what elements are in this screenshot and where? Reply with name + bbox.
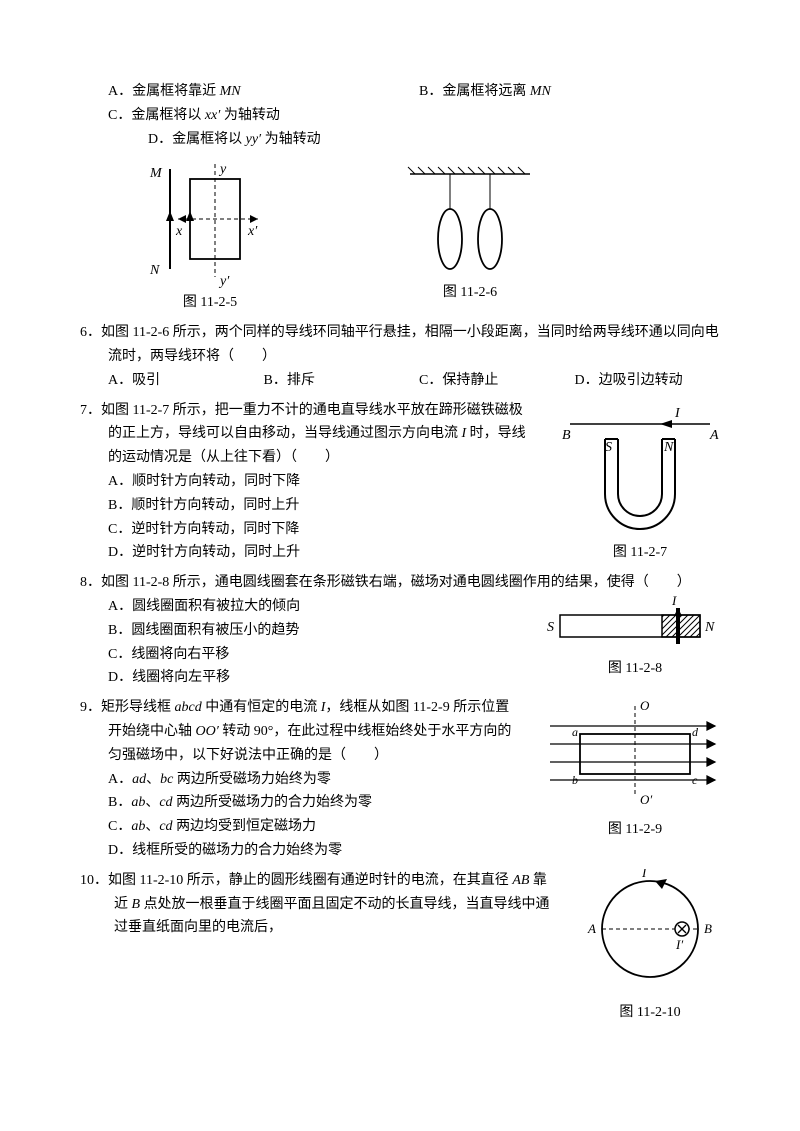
q6-opt-b: B．排斥 — [264, 369, 420, 393]
q8-opt-a: A．圆线圈面积有被拉大的倾向 — [80, 595, 520, 619]
figure-11-2-6: 图 11-2-6 — [390, 159, 550, 315]
opt-d-tail: 为轴转动 — [261, 132, 321, 147]
q9-OO: OO′ — [196, 724, 219, 739]
question-6: 6．如图 11-2-6 所示，两个同样的导线环同轴平行悬挂，相隔一小段距离，当同… — [80, 321, 730, 392]
svg-text:S: S — [547, 620, 554, 635]
q7-opt-b: B．顺时针方向转动，同时上升 — [80, 494, 530, 518]
q9-t1: 9．矩形导线框 — [80, 700, 175, 715]
q10-B: B — [132, 897, 141, 912]
q9-opt-b: B．ab、cd 两边所受磁场力的合力始终为零 — [80, 791, 520, 815]
q8-opt-c: C．线圈将向右平移 — [80, 643, 520, 667]
q10-AB: AB — [512, 873, 529, 888]
question-9: 9．矩形导线框 abcd 中通有恒定的电流 I，线框从如图 11-2-9 所示位… — [80, 696, 730, 863]
svg-text:B: B — [562, 428, 571, 443]
fig9-caption: 图 11-2-9 — [540, 818, 730, 842]
svg-text:N: N — [663, 440, 674, 455]
label-N: N — [149, 263, 160, 278]
svg-text:a: a — [572, 725, 578, 739]
svg-text:I: I — [641, 869, 647, 880]
opt-c-tail: 为轴转动 — [220, 108, 280, 123]
q6-opt-c: C．保持静止 — [419, 369, 575, 393]
option-a: A．金属框将靠近 MN — [108, 80, 419, 104]
label-M: M — [149, 166, 163, 181]
svg-text:N: N — [704, 620, 715, 635]
option-b: B．金属框将远离 MN — [419, 80, 730, 104]
fig7-caption: 图 11-2-7 — [550, 541, 730, 565]
option-d: D．金属框将以 yy′ 为轴转动 — [108, 128, 459, 152]
svg-text:A: A — [709, 428, 719, 443]
svg-text:O′: O′ — [640, 792, 652, 807]
q8-text: 8．如图 11-2-8 所示，通电圆线圈套在条形磁铁右端，磁场对通电圆线圈作用的… — [80, 571, 730, 595]
q7-t1: 7．如图 11-2-7 所示，把一重力不计的通电直导线水平放在蹄形磁铁磁极的正上… — [80, 403, 523, 442]
svg-text:x: x — [175, 224, 183, 239]
figure-pair-5-6: M N y y′ x x′ 图 11-2-5 — [140, 159, 730, 315]
fig6-caption: 图 11-2-6 — [390, 281, 550, 305]
fig8-caption: 图 11-2-8 — [540, 657, 730, 681]
svg-text:A: A — [587, 921, 596, 936]
opt-d-ital: yy′ — [246, 132, 262, 147]
svg-text:c: c — [692, 773, 698, 787]
svg-text:B: B — [704, 921, 712, 936]
figure-11-2-7: I B A S N 图 11-2-7 — [550, 399, 730, 565]
q7-opt-d: D．逆时针方向转动，同时上升 — [80, 541, 530, 565]
svg-text:O: O — [640, 698, 650, 713]
q9-opt-d: D．线框所受的磁场力的合力始终为零 — [80, 839, 520, 863]
q6-opt-a: A．吸引 — [108, 369, 264, 393]
svg-text:I: I — [674, 406, 681, 421]
q9-abcd: abcd — [175, 700, 202, 715]
q10-t1: 10．如图 11-2-10 所示，静止的圆形线圈有通逆时针的电流，在其直径 — [80, 873, 512, 888]
svg-text:y′: y′ — [218, 274, 230, 289]
top-options: A．金属框将靠近 MN B．金属框将远离 MN C．金属框将以 xx′ 为轴转动… — [80, 80, 730, 151]
figure-11-2-9: a d b c O O′ 图 11-2-9 — [540, 696, 730, 842]
opt-b-text: B．金属框将远离 — [419, 84, 530, 99]
q9-opt-a: A．ad、bc 两边所受磁场力始终为零 — [80, 768, 520, 792]
svg-text:d: d — [692, 725, 699, 739]
q7-opt-c: C．逆时针方向转动，同时下降 — [80, 518, 530, 542]
question-8: 8．如图 11-2-8 所示，通电圆线圈套在条形磁铁右端，磁场对通电圆线圈作用的… — [80, 571, 730, 690]
svg-text:b: b — [572, 773, 578, 787]
q8-opt-d: D．线圈将向左平移 — [80, 666, 520, 690]
q6-opt-d: D．边吸引边转动 — [575, 369, 731, 393]
fig10-caption: 图 11-2-10 — [570, 1001, 730, 1025]
opt-c-ital: xx′ — [205, 108, 221, 123]
opt-c-text: C．金属框将以 — [108, 108, 205, 123]
svg-text:I: I — [671, 595, 677, 608]
figure-11-2-5: M N y y′ x x′ 图 11-2-5 — [140, 159, 280, 315]
q9-opt-c: C．ab、cd 两边均受到恒定磁场力 — [80, 815, 520, 839]
question-7: 7．如图 11-2-7 所示，把一重力不计的通电直导线水平放在蹄形磁铁磁极的正上… — [80, 399, 730, 566]
q6-text: 6．如图 11-2-6 所示，两个同样的导线环同轴平行悬挂，相隔一小段距离，当同… — [80, 321, 730, 369]
figure-11-2-10: I A B I′ 图 11-2-10 — [570, 869, 730, 1025]
opt-a-text: A．金属框将靠近 — [108, 84, 220, 99]
opt-a-ital: MN — [220, 84, 241, 99]
svg-text:y: y — [218, 162, 227, 177]
q8-opt-b: B．圆线圈面积有被压小的趋势 — [80, 619, 520, 643]
option-c: C．金属框将以 xx′ 为轴转动 — [108, 104, 419, 128]
svg-text:x′: x′ — [247, 224, 258, 239]
q7-opt-a: A．顺时针方向转动，同时下降 — [80, 470, 530, 494]
fig5-caption: 图 11-2-5 — [140, 291, 280, 315]
q10-t3: 点处放一根垂直于线圈平面且固定不动的长直导线，当直导线中通过垂直纸面向里的电流后… — [114, 897, 550, 936]
figure-11-2-8: S N I 图 11-2-8 — [540, 595, 730, 681]
svg-text:S: S — [605, 440, 612, 455]
opt-d-text: D．金属框将以 — [148, 132, 246, 147]
svg-text:I′: I′ — [675, 937, 683, 952]
question-10: 10．如图 11-2-10 所示，静止的圆形线圈有通逆时针的电流，在其直径 AB… — [80, 869, 730, 1025]
q9-t2: 中通有恒定的电流 — [202, 700, 321, 715]
opt-b-ital: MN — [530, 84, 551, 99]
